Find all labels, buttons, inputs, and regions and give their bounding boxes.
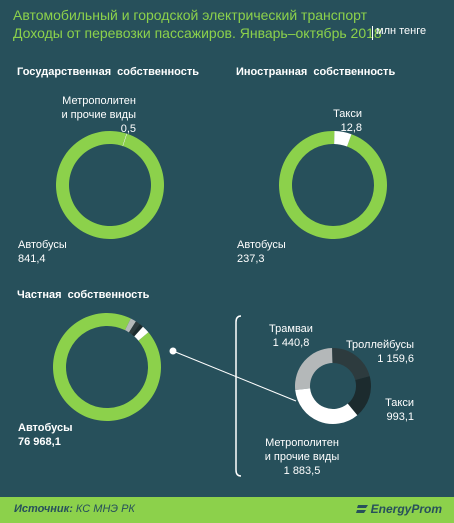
brand-name: EnergyProm (370, 502, 442, 516)
unit-separator (372, 26, 373, 40)
donut-slice-троллейбусы (332, 348, 370, 381)
foreign-taxi-label: Такси 12,8 (333, 108, 362, 134)
callout-line (172, 350, 297, 402)
callout-connector (169, 347, 297, 402)
donut-slice-такси (131, 324, 143, 337)
donut-slice-автобусы (56, 131, 165, 240)
trolleybus-label: Троллейбусы 1 159,6 (345, 339, 414, 365)
state-metro-label: Метрополитен и прочие виды 0,5 (61, 95, 136, 135)
chart-title-line-2: Доходы от перевозки пассажиров. Январь–о… (13, 25, 382, 41)
energyprom-logo-icon (356, 505, 368, 513)
foreign-ownership-donut (279, 131, 388, 239)
state-bus-label: Автобусы 841,4 (18, 239, 67, 265)
source-label: Источник: (14, 503, 73, 515)
tram-label: Трамваи 1 440,8 (269, 323, 313, 349)
private-other-breakdown-donut (295, 348, 371, 425)
donut-slice-автобусы (279, 131, 388, 239)
chart-title-line-1: Автомобильный и городской электрический … (13, 7, 368, 23)
donut-slice-метрополитен-и-прочие-виды (134, 326, 149, 341)
breakdown-taxi-label: Такси 993,1 (385, 397, 414, 423)
donut-slice-трамваи (125, 318, 136, 333)
foreign-bus-label: Автобусы 237,3 (237, 239, 286, 265)
source-value: КС МНЭ РК (75, 503, 135, 515)
state-ownership-donut (56, 131, 165, 240)
unit-label: млн тенге (376, 25, 427, 37)
breakdown-metro-label: Метрополитен и прочие виды 1 883,5 (264, 437, 340, 477)
source-text: Источник: КС МНЭ РК (14, 503, 135, 515)
donut-slice-троллейбусы (128, 321, 140, 335)
private-bus-label: Автобусы 76 968,1 (18, 422, 73, 448)
donut-slice-трамваи (295, 348, 333, 390)
state-ownership-title: Государственная собственность (17, 66, 200, 78)
donut-slice-метрополитен-и-прочие-виды (295, 388, 358, 425)
callout-bracket (235, 315, 242, 477)
donut-slice-такси (334, 131, 352, 147)
donut-slice-метрополитен-и-прочие-виды (122, 133, 128, 147)
footer-bar: Источник: КС МНЭ РК EnergyProm (0, 497, 454, 523)
private-ownership-donut (53, 313, 162, 422)
donut-slice-такси (347, 376, 371, 416)
private-ownership-title: Частная собственность (17, 289, 150, 301)
foreign-ownership-title: Иностранная собственность (236, 66, 396, 78)
